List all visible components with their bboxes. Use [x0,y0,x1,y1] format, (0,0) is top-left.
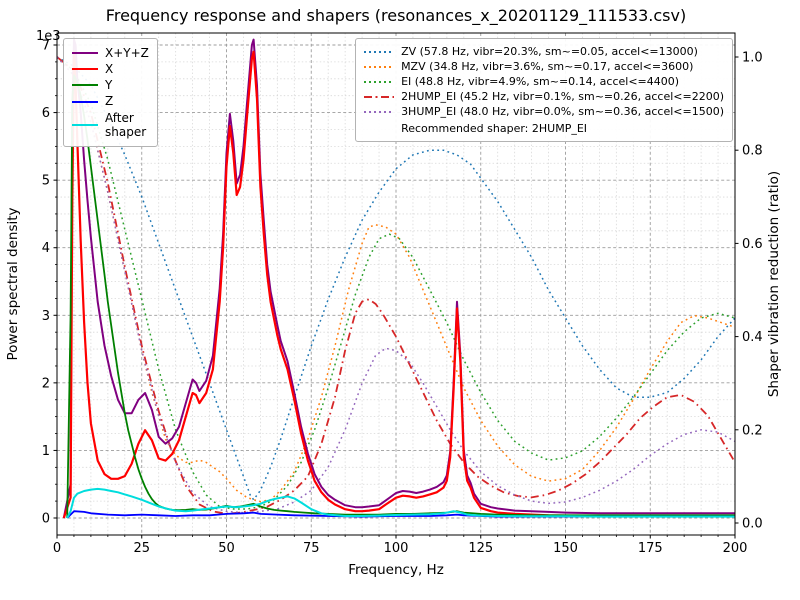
x-tick-label: 100 [384,541,409,556]
legend-label: EI (48.8 Hz, vibr=4.9%, sm~=0.14, accel<… [401,74,680,88]
series-x [62,50,735,519]
x-tick-label: 200 [723,541,748,556]
y-left-tick-label: 5 [42,174,50,189]
legend-label: After shaper [105,110,147,139]
y-right-axis-label: Shaper vibration reduction (ratio) [766,171,782,397]
y-left-axis-label: Power spectral density [5,207,21,360]
y-right-tick-label: 0.6 [742,237,763,252]
legend-label: Z [105,94,114,109]
y-left-tick-label: 4 [42,241,50,256]
dotted-line-swatch [364,81,395,84]
y-left-offset-text: 1e3 [36,29,61,44]
legend-entry: MZV (34.8 Hz, vibr=3.6%, sm~=0.17, accel… [364,59,724,74]
x-axis-label: Frequency, Hz [348,562,444,578]
y-right-tick-label: 0.0 [742,517,763,532]
x-tick-label: 75 [303,541,320,556]
dotted-line-swatch [364,51,395,54]
series-2hump-ei [57,56,735,515]
legend-entry: 2HUMP_EI (45.2 Hz, vibr=0.1%, sm~=0.26, … [364,89,724,104]
legend-label: MZV (34.8 Hz, vibr=3.6%, sm~=0.17, accel… [401,59,694,73]
legend-label: X [105,62,114,77]
solid-line-swatch [72,52,98,55]
y-left-tick-label: 2 [42,376,50,391]
series-after-shaper [66,487,735,519]
dotted-line-swatch [364,111,395,114]
legend-label: X+Y+Z [105,46,149,60]
dashdot-line-swatch [364,96,395,99]
y-left-tick-label: 0 [42,512,50,527]
solid-line-swatch [72,123,98,126]
legend-label: ZV (57.8 Hz, vibr=20.3%, sm~=0.05, accel… [401,45,698,58]
dotted-line-swatch [364,66,395,69]
legend-entry: EI (48.8 Hz, vibr=4.9%, sm~=0.14, accel<… [364,74,724,89]
x-tick-label: 175 [638,541,663,556]
legend-entry: X [72,62,149,76]
legend-shapers: ZV (57.8 Hz, vibr=20.3%, sm~=0.05, accel… [355,38,733,142]
legend-psd: X+Y+Z X Y Z After shaper [63,38,158,147]
y-left-tick-label: 1 [42,444,50,459]
y-left-tick-label: 6 [42,106,50,121]
legend-note: Recommended shaper: 2HUMP_EI [401,121,588,135]
chart-plot-area: 0 25 50 75 100 125 150 175 200 0 1 2 3 4 5 6 7 0.0 0.2 0.4 0… [42,32,763,556]
legend-entry: Y [72,78,149,92]
legend-label: 2HUMP_EI (45.2 Hz, vibr=0.1%, sm~=0.26, … [401,89,724,103]
legend-entry: Z [72,94,149,108]
x-tick-label: 150 [553,541,578,556]
legend-label: 3HUMP_EI (48.0 Hz, vibr=0.0%, sm~=0.36, … [401,104,724,118]
legend-label: Y [105,78,113,93]
y-left-tick-label: 3 [42,309,50,324]
y-left-tick-label: 7 [42,39,50,54]
x-tick-label: 125 [468,541,493,556]
x-tick-label: 0 [53,541,61,556]
legend-entry: ZV (57.8 Hz, vibr=20.3%, sm~=0.05, accel… [364,45,724,59]
x-tick-label: 25 [133,541,150,556]
chart-title: Frequency response and shapers (resonanc… [106,6,686,26]
legend-entry: After shaper [72,111,149,139]
legend-entry: X+Y+Z [72,46,149,60]
series-mzv [57,56,735,503]
y-right-tick-label: 0.2 [742,423,763,438]
y-right-tick-label: 0.8 [742,144,763,159]
solid-line-swatch [72,84,98,87]
legend-entry: 3HUMP_EI (48.0 Hz, vibr=0.0%, sm~=0.36, … [364,104,724,119]
x-tick-label: 50 [218,541,235,556]
solid-line-swatch [72,68,98,71]
series-ei [57,56,735,510]
y-right-tick-label: 1.0 [742,51,763,66]
y-right-tick-label: 0.4 [742,330,763,345]
solid-line-swatch [72,100,98,103]
